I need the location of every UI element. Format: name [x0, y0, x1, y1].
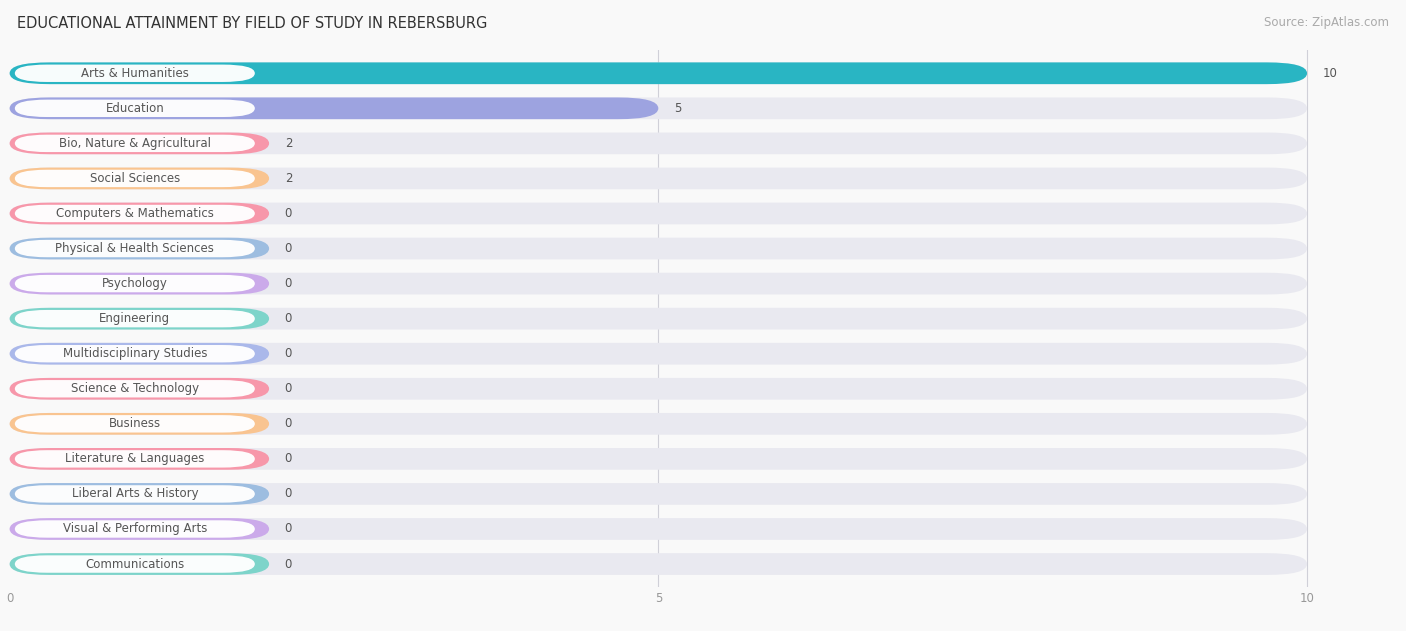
FancyBboxPatch shape: [10, 343, 1308, 365]
Text: Bio, Nature & Agricultural: Bio, Nature & Agricultural: [59, 137, 211, 150]
FancyBboxPatch shape: [10, 483, 1308, 505]
FancyBboxPatch shape: [10, 238, 1308, 259]
FancyBboxPatch shape: [10, 62, 1308, 84]
Text: Arts & Humanities: Arts & Humanities: [82, 67, 188, 80]
FancyBboxPatch shape: [10, 273, 1308, 295]
FancyBboxPatch shape: [10, 378, 1308, 399]
FancyBboxPatch shape: [10, 413, 269, 435]
FancyBboxPatch shape: [15, 521, 254, 538]
FancyBboxPatch shape: [10, 97, 658, 119]
Text: Physical & Health Sciences: Physical & Health Sciences: [55, 242, 214, 255]
Text: 0: 0: [284, 242, 292, 255]
Text: 0: 0: [284, 312, 292, 325]
Text: 0: 0: [284, 522, 292, 536]
FancyBboxPatch shape: [10, 273, 269, 295]
FancyBboxPatch shape: [15, 415, 254, 432]
Text: Communications: Communications: [86, 558, 184, 570]
FancyBboxPatch shape: [10, 97, 1308, 119]
FancyBboxPatch shape: [10, 168, 269, 189]
FancyBboxPatch shape: [15, 485, 254, 503]
Text: 2: 2: [284, 137, 292, 150]
FancyBboxPatch shape: [10, 133, 269, 154]
Text: Literature & Languages: Literature & Languages: [65, 452, 204, 466]
Text: 2: 2: [284, 172, 292, 185]
Text: Social Sciences: Social Sciences: [90, 172, 180, 185]
Text: Visual & Performing Arts: Visual & Performing Arts: [63, 522, 207, 536]
Text: Engineering: Engineering: [100, 312, 170, 325]
FancyBboxPatch shape: [10, 343, 269, 365]
FancyBboxPatch shape: [10, 238, 269, 259]
FancyBboxPatch shape: [10, 168, 1308, 189]
Text: 0: 0: [284, 277, 292, 290]
Text: 10: 10: [1323, 67, 1337, 80]
Text: 0: 0: [284, 417, 292, 430]
FancyBboxPatch shape: [15, 205, 254, 222]
Text: Computers & Mathematics: Computers & Mathematics: [56, 207, 214, 220]
FancyBboxPatch shape: [15, 345, 254, 362]
FancyBboxPatch shape: [15, 64, 254, 82]
FancyBboxPatch shape: [10, 203, 1308, 225]
Text: Business: Business: [108, 417, 160, 430]
FancyBboxPatch shape: [15, 555, 254, 573]
Text: 0: 0: [284, 382, 292, 395]
Text: Multidisciplinary Studies: Multidisciplinary Studies: [63, 347, 207, 360]
FancyBboxPatch shape: [15, 380, 254, 398]
FancyBboxPatch shape: [10, 553, 1308, 575]
FancyBboxPatch shape: [10, 413, 1308, 435]
FancyBboxPatch shape: [10, 308, 1308, 329]
Text: 0: 0: [284, 207, 292, 220]
FancyBboxPatch shape: [10, 518, 1308, 540]
Text: Science & Technology: Science & Technology: [70, 382, 198, 395]
FancyBboxPatch shape: [15, 310, 254, 327]
FancyBboxPatch shape: [10, 133, 1308, 154]
FancyBboxPatch shape: [15, 170, 254, 187]
Text: 0: 0: [284, 452, 292, 466]
Text: Psychology: Psychology: [101, 277, 167, 290]
FancyBboxPatch shape: [10, 378, 269, 399]
FancyBboxPatch shape: [10, 203, 269, 225]
FancyBboxPatch shape: [10, 483, 269, 505]
FancyBboxPatch shape: [10, 62, 1308, 84]
Text: Education: Education: [105, 102, 165, 115]
FancyBboxPatch shape: [15, 240, 254, 257]
Text: EDUCATIONAL ATTAINMENT BY FIELD OF STUDY IN REBERSBURG: EDUCATIONAL ATTAINMENT BY FIELD OF STUDY…: [17, 16, 488, 31]
FancyBboxPatch shape: [10, 553, 269, 575]
FancyBboxPatch shape: [15, 100, 254, 117]
Text: Source: ZipAtlas.com: Source: ZipAtlas.com: [1264, 16, 1389, 29]
FancyBboxPatch shape: [10, 308, 269, 329]
Text: 0: 0: [284, 487, 292, 500]
Text: 0: 0: [284, 558, 292, 570]
FancyBboxPatch shape: [15, 275, 254, 292]
FancyBboxPatch shape: [10, 518, 269, 540]
FancyBboxPatch shape: [15, 450, 254, 468]
FancyBboxPatch shape: [10, 448, 269, 469]
Text: 5: 5: [673, 102, 682, 115]
Text: 0: 0: [284, 347, 292, 360]
Text: Liberal Arts & History: Liberal Arts & History: [72, 487, 198, 500]
FancyBboxPatch shape: [15, 134, 254, 152]
FancyBboxPatch shape: [10, 448, 1308, 469]
